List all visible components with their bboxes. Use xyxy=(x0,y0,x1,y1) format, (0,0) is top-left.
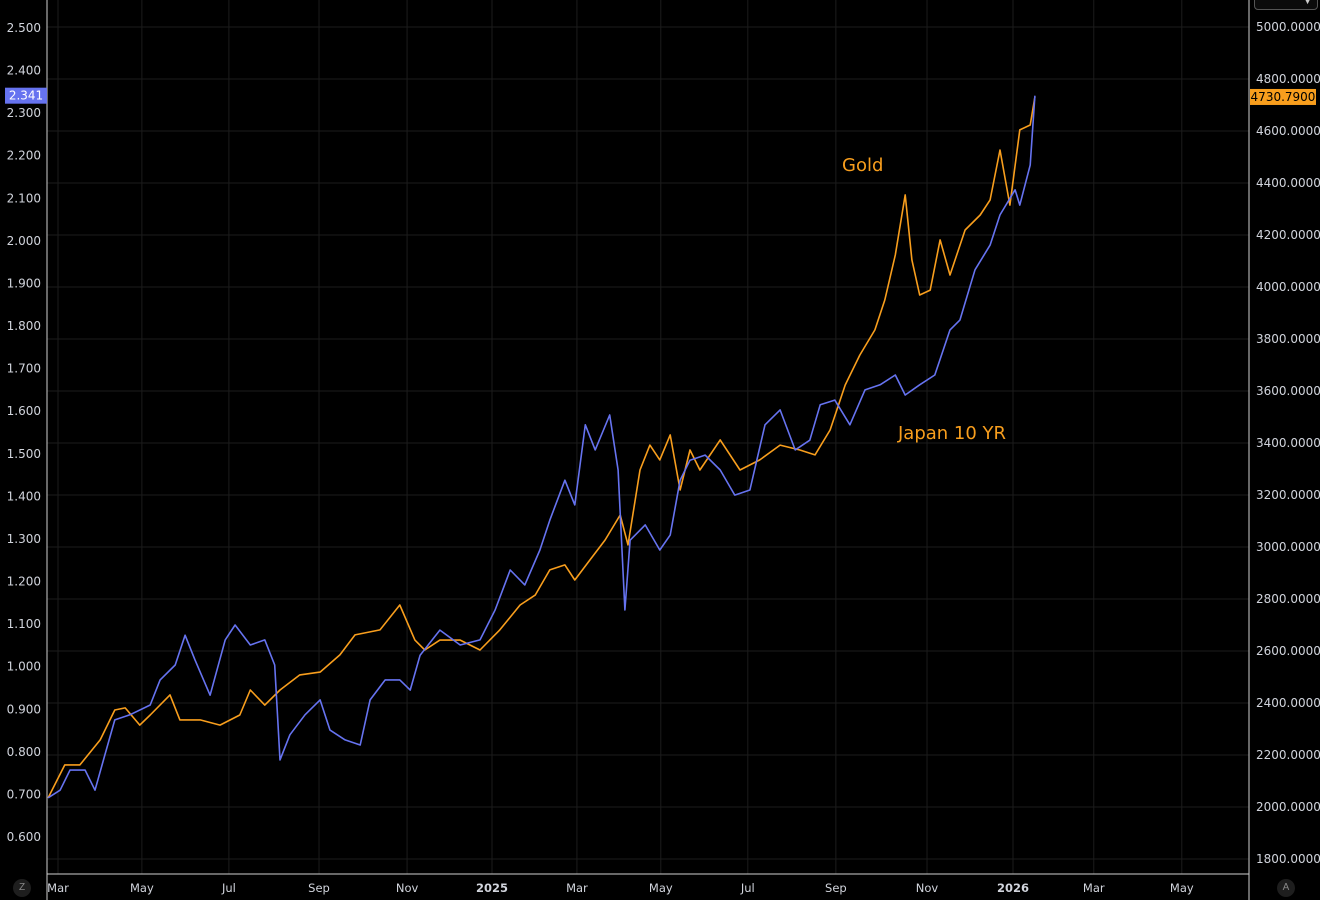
right-axis-tick-label: 2600.0000 xyxy=(1256,644,1320,658)
x-axis-tick-label: Jul xyxy=(740,881,755,895)
x-axis-tick-label: Jul xyxy=(221,881,236,895)
left-axis-tick-label: 1.500 xyxy=(7,447,41,461)
right-axis-tick-label: 3800.0000 xyxy=(1256,332,1320,346)
left-axis-tick-label: 2.200 xyxy=(7,149,41,163)
grid xyxy=(47,0,1249,874)
x-axis-tick-label: Mar xyxy=(1083,881,1105,895)
x-axis-tick-label: Nov xyxy=(396,881,419,895)
right-axis-tick-label: 4400.0000 xyxy=(1256,176,1320,190)
x-axis-tick-label: Nov xyxy=(916,881,939,895)
left-axis-tick-label: 1.400 xyxy=(7,489,41,503)
right-axis-tick-label: 1800.0000 xyxy=(1256,852,1320,866)
x-axis-tick-label: May xyxy=(1170,881,1194,895)
right-axis-tick-label: 4600.0000 xyxy=(1256,124,1320,138)
japan-10yr-last-value: 2.341 xyxy=(9,89,43,103)
left-axis-tick-label: 2.500 xyxy=(7,21,41,35)
chevron-down-icon: ▼ xyxy=(1303,0,1312,6)
left-axis-tick-label: 1.300 xyxy=(7,532,41,546)
left-axis-tick-label: 2.400 xyxy=(7,64,41,78)
japan-10yr-annotation: Japan 10 YR xyxy=(897,423,1006,444)
interval-dropdown[interactable]: ▼ xyxy=(1254,0,1318,10)
gold-annotation: Gold xyxy=(842,155,883,176)
right-axis-tick-label: 2200.0000 xyxy=(1256,748,1320,762)
x-axis-tick-label: 2026 xyxy=(997,881,1029,895)
timezone-button[interactable]: Z xyxy=(13,879,31,897)
japan-10yr-line xyxy=(47,95,1036,799)
left-axis-tick-label: 1.000 xyxy=(7,660,41,674)
left-axis-tick-label: 0.800 xyxy=(7,745,41,759)
right-axis-tick-label: 4000.0000 xyxy=(1256,280,1320,294)
right-axis-tick-label: 5000.0000 xyxy=(1256,20,1320,34)
gold-price-badge xyxy=(1250,88,1316,105)
series-lines xyxy=(47,95,1036,799)
left-axis-tick-label: 2.000 xyxy=(7,234,41,248)
right-axis-tick-label: 3200.0000 xyxy=(1256,488,1320,502)
x-axis-tick-label: May xyxy=(130,881,154,895)
axes: 1800.0000 2000.0000 2200.0000 2400.0000 2600… xyxy=(5,0,1320,900)
x-axis-tick-label: Sep xyxy=(825,881,847,895)
left-axis-tick-label: 2.300 xyxy=(7,106,41,120)
left-axis-tick-label: 1.100 xyxy=(7,617,41,631)
right-axis-tick-label: 3400.0000 xyxy=(1256,436,1320,450)
left-axis-tick-label: 2.100 xyxy=(7,191,41,205)
right-axis-tick-label: 4200.0000 xyxy=(1256,228,1320,242)
gold-line xyxy=(47,96,1036,799)
right-axis-tick-label: 2800.0000 xyxy=(1256,592,1320,606)
right-axis-tick-label: 3000.0000 xyxy=(1256,540,1320,554)
auto-scale-button[interactable]: A xyxy=(1277,879,1295,897)
left-axis-tick-label: 1.200 xyxy=(7,575,41,589)
x-axis-tick-label: Mar xyxy=(566,881,588,895)
x-axis-tick-label: May xyxy=(649,881,673,895)
left-axis-tick-label: 1.900 xyxy=(7,276,41,290)
left-axis-tick-label: 0.700 xyxy=(7,787,41,801)
right-axis-tick-label: 4800.0000 xyxy=(1256,72,1320,86)
x-axis-tick-label: 2025 xyxy=(476,881,508,895)
right-axis-tick-label: 3600.0000 xyxy=(1256,384,1320,398)
left-axis-tick-label: 0.900 xyxy=(7,702,41,716)
gold-last-value: 4730.7900 xyxy=(1251,90,1316,104)
right-axis-tick-label: 2400.0000 xyxy=(1256,696,1320,710)
left-axis-tick-label: 1.600 xyxy=(7,404,41,418)
japan-10yr-price-badge xyxy=(5,87,47,104)
left-axis-tick-label: 0.600 xyxy=(7,830,41,844)
x-axis-tick-label: Sep xyxy=(308,881,330,895)
left-axis-tick-label: 1.800 xyxy=(7,319,41,333)
x-axis-tick-label: Mar xyxy=(47,881,69,895)
left-axis-tick-label: 1.700 xyxy=(7,362,41,376)
right-axis-tick-label: 2000.0000 xyxy=(1256,800,1320,814)
